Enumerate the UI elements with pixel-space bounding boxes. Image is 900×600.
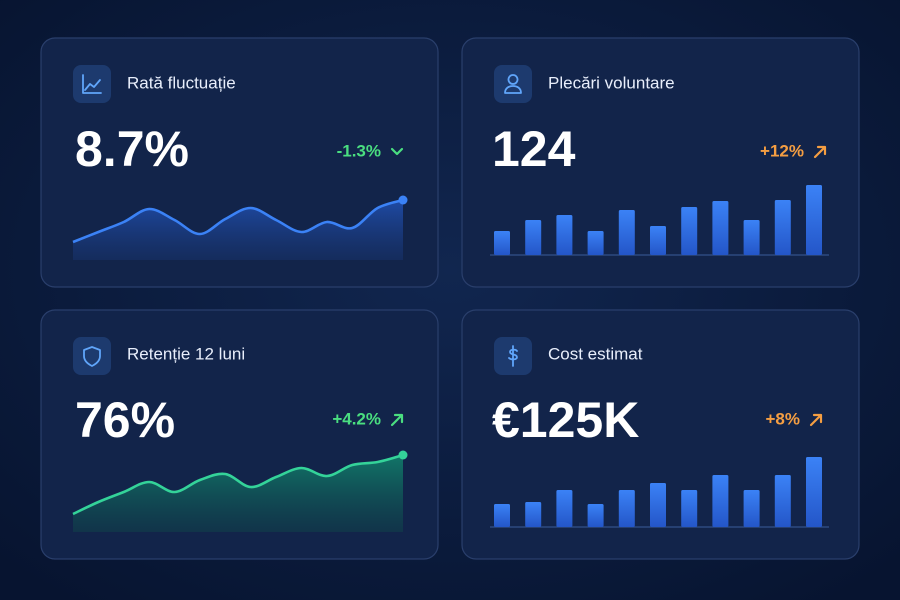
kpi-change: +12%	[760, 141, 804, 160]
icon-box	[73, 337, 111, 375]
card-title: Plecări voluntare	[548, 73, 675, 92]
card-title: Rată fluctuație	[127, 73, 236, 92]
bar	[650, 226, 666, 255]
kpi-change: +8%	[766, 409, 801, 428]
end-dot	[398, 450, 408, 460]
bar	[494, 231, 510, 255]
bar	[806, 185, 822, 255]
card-title: Retenție 12 luni	[127, 344, 245, 363]
card: Plecări voluntare 124 +12%	[461, 37, 860, 288]
bar	[681, 207, 698, 255]
bar	[525, 220, 542, 255]
bar	[806, 457, 822, 527]
area-fill	[73, 455, 403, 532]
bar	[681, 490, 698, 527]
bar	[743, 490, 760, 527]
trend-arrow	[809, 413, 823, 427]
icon-box	[73, 65, 111, 103]
bar	[774, 475, 791, 527]
line	[72, 453, 404, 516]
kpi-change: +4.2%	[332, 409, 381, 428]
bar	[774, 200, 791, 255]
icon	[508, 345, 518, 367]
bar	[587, 504, 604, 527]
bar	[587, 231, 604, 255]
kpi-value: 124	[492, 121, 576, 177]
kpi-value: 8.7%	[75, 121, 189, 177]
kpi-value: €125K	[492, 392, 639, 448]
kpi-value: 76%	[75, 392, 175, 448]
bar	[556, 490, 573, 527]
card: Retenție 12 luni 76% +4.2%	[40, 309, 439, 560]
bar	[618, 210, 635, 255]
bar	[618, 490, 635, 527]
card-title: Cost estimat	[548, 344, 643, 363]
bar	[494, 504, 510, 527]
line	[72, 198, 404, 244]
trend-arrow	[813, 145, 827, 159]
bar	[712, 475, 729, 527]
trend-arrow	[390, 147, 404, 156]
bar	[712, 201, 729, 255]
bar	[650, 483, 666, 527]
kpi-change: -1.3%	[337, 141, 381, 160]
card: Rată fluctuație 8.7% -1.3%	[40, 37, 439, 288]
end-dot	[398, 195, 408, 205]
icon	[82, 74, 102, 94]
bar	[743, 220, 760, 255]
area-fill	[73, 200, 403, 260]
bar	[556, 215, 573, 255]
card: Cost estimat €125K +8%	[461, 309, 860, 560]
icon	[83, 346, 101, 367]
icon	[504, 74, 522, 94]
bar	[525, 502, 542, 527]
trend-arrow	[390, 413, 404, 427]
